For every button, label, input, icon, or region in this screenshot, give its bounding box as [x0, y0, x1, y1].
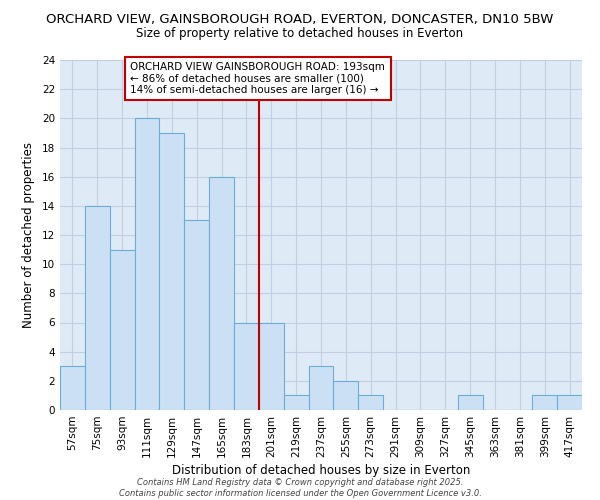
Bar — [160, 133, 184, 410]
Bar — [358, 396, 383, 410]
X-axis label: Distribution of detached houses by size in Everton: Distribution of detached houses by size … — [172, 464, 470, 477]
Bar — [557, 396, 582, 410]
Text: Contains HM Land Registry data © Crown copyright and database right 2025.
Contai: Contains HM Land Registry data © Crown c… — [119, 478, 481, 498]
Bar — [110, 250, 134, 410]
Text: Size of property relative to detached houses in Everton: Size of property relative to detached ho… — [136, 28, 464, 40]
Bar — [284, 396, 308, 410]
Y-axis label: Number of detached properties: Number of detached properties — [22, 142, 35, 328]
Bar — [184, 220, 209, 410]
Bar — [234, 322, 259, 410]
Bar — [85, 206, 110, 410]
Text: ORCHARD VIEW, GAINSBOROUGH ROAD, EVERTON, DONCASTER, DN10 5BW: ORCHARD VIEW, GAINSBOROUGH ROAD, EVERTON… — [46, 12, 554, 26]
Bar — [60, 366, 85, 410]
Text: ORCHARD VIEW GAINSBOROUGH ROAD: 193sqm
← 86% of detached houses are smaller (100: ORCHARD VIEW GAINSBOROUGH ROAD: 193sqm ←… — [130, 62, 385, 95]
Bar — [259, 322, 284, 410]
Bar — [532, 396, 557, 410]
Bar — [334, 381, 358, 410]
Bar — [458, 396, 482, 410]
Bar — [134, 118, 160, 410]
Bar — [209, 176, 234, 410]
Bar — [308, 366, 334, 410]
